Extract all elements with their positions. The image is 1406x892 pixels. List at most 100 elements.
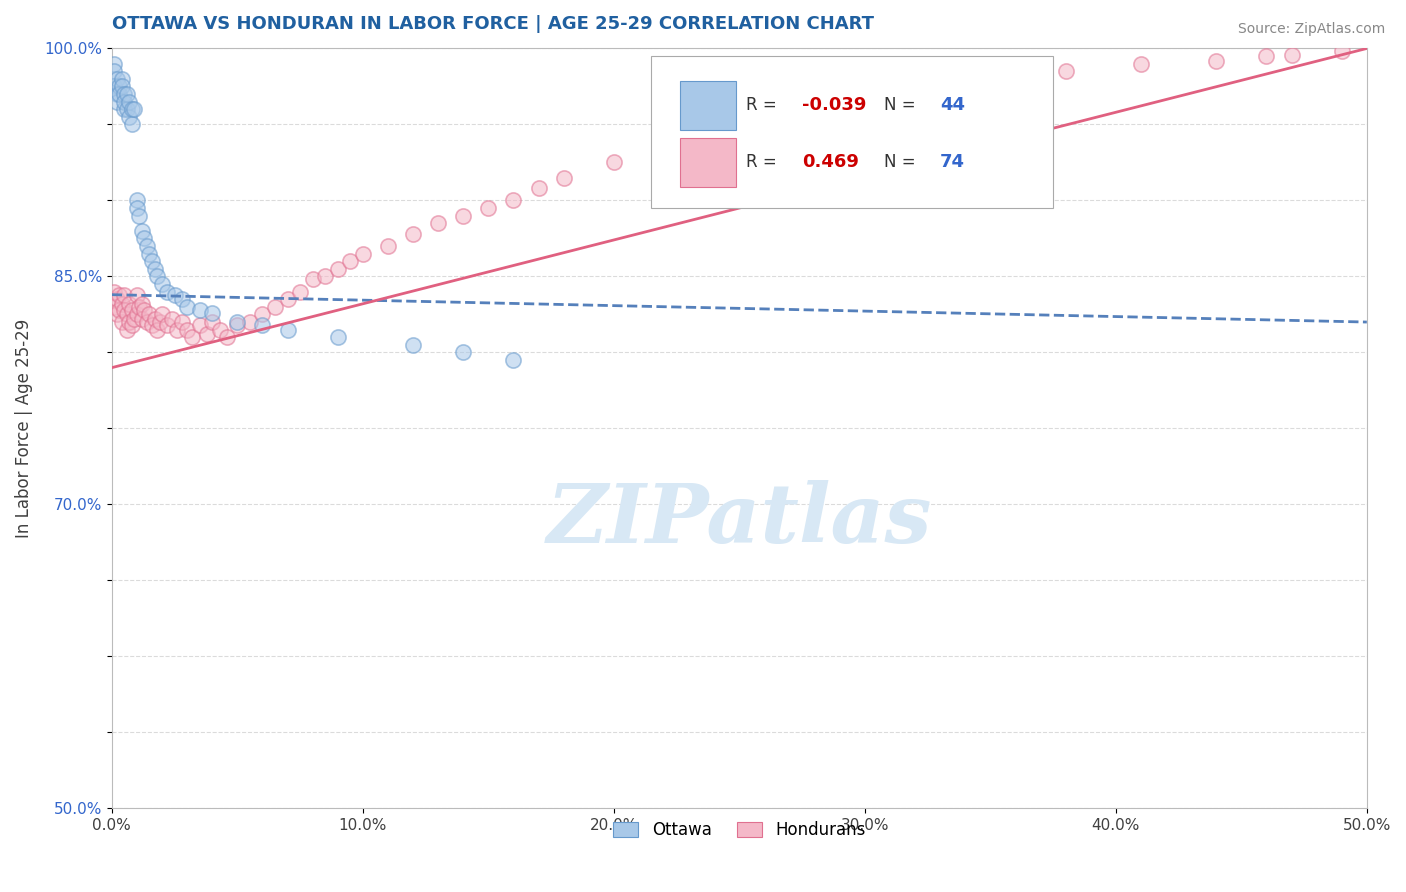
Point [125,287,148,301]
Point [112,302,135,317]
Point [105,87,128,101]
Point [108,79,131,94]
Text: 74: 74 [941,153,965,171]
Point [156,285,179,299]
Point [754,118,776,132]
Point [652,140,675,154]
Point [176,300,198,314]
Point [143,312,166,326]
Point [115,323,138,337]
Point [1129,56,1152,70]
Point [979,75,1001,89]
Point [264,300,287,314]
Point [125,308,148,322]
Point [1256,49,1278,63]
Point [176,323,198,337]
Point [105,308,128,322]
Point [502,194,524,208]
Point [125,194,148,208]
Point [252,308,274,322]
Point [188,302,211,317]
Point [128,209,150,223]
Point [451,209,474,223]
Point [148,315,170,329]
Point [377,239,399,253]
Point [156,318,179,332]
Point [131,224,153,238]
Point [160,312,183,326]
Point [226,318,249,332]
FancyBboxPatch shape [651,56,1053,208]
Point [134,231,156,245]
Point [105,292,128,306]
Point [502,353,524,368]
Point [125,201,148,215]
Point [1205,54,1227,68]
Point [118,95,141,109]
Point [146,323,169,337]
Point [111,297,134,311]
FancyBboxPatch shape [681,81,735,129]
Point [146,269,169,284]
Text: R =: R = [745,96,782,114]
Text: R =: R = [745,153,782,171]
Point [853,95,876,109]
Text: 44: 44 [941,96,965,114]
Point [150,277,173,291]
Point [103,64,125,78]
Point [105,71,128,86]
Point [131,297,153,311]
Point [118,110,141,124]
Point [201,315,224,329]
Point [112,95,135,109]
Legend: Ottawa, Hondurans: Ottawa, Hondurans [607,814,872,846]
Point [111,71,134,86]
Point [904,87,927,101]
Point [553,170,575,185]
Point [172,292,194,306]
Point [314,269,336,284]
Point [141,318,163,332]
Point [121,318,143,332]
Point [277,323,299,337]
Point [112,102,135,116]
Text: OTTAWA VS HONDURAN IN LABOR FORCE | AGE 25-29 CORRELATION CHART: OTTAWA VS HONDURAN IN LABOR FORCE | AGE … [112,15,875,33]
Point [195,327,218,342]
Point [208,323,231,337]
Point [239,315,262,329]
Point [136,315,159,329]
Point [288,285,311,299]
Point [115,102,138,116]
Point [111,79,134,94]
Point [143,261,166,276]
Point [112,87,135,101]
Point [1281,47,1303,62]
Point [134,302,156,317]
Point [181,330,204,344]
Point [118,297,141,311]
Point [326,330,349,344]
Point [124,312,146,326]
Point [115,87,138,101]
Point [402,227,425,241]
Point [326,261,349,276]
Point [703,129,725,144]
Point [124,102,146,116]
Text: N =: N = [883,96,921,114]
Point [103,285,125,299]
Text: 0.469: 0.469 [801,153,859,171]
Point [115,308,138,322]
Point [201,306,224,320]
Point [103,300,125,314]
Point [128,300,150,314]
Point [108,302,131,317]
Point [352,246,374,260]
Point [339,254,361,268]
Point [402,338,425,352]
Point [226,315,249,329]
Point [105,95,128,109]
Point [103,79,125,94]
Point [451,345,474,359]
Point [138,308,160,322]
Point [172,315,194,329]
